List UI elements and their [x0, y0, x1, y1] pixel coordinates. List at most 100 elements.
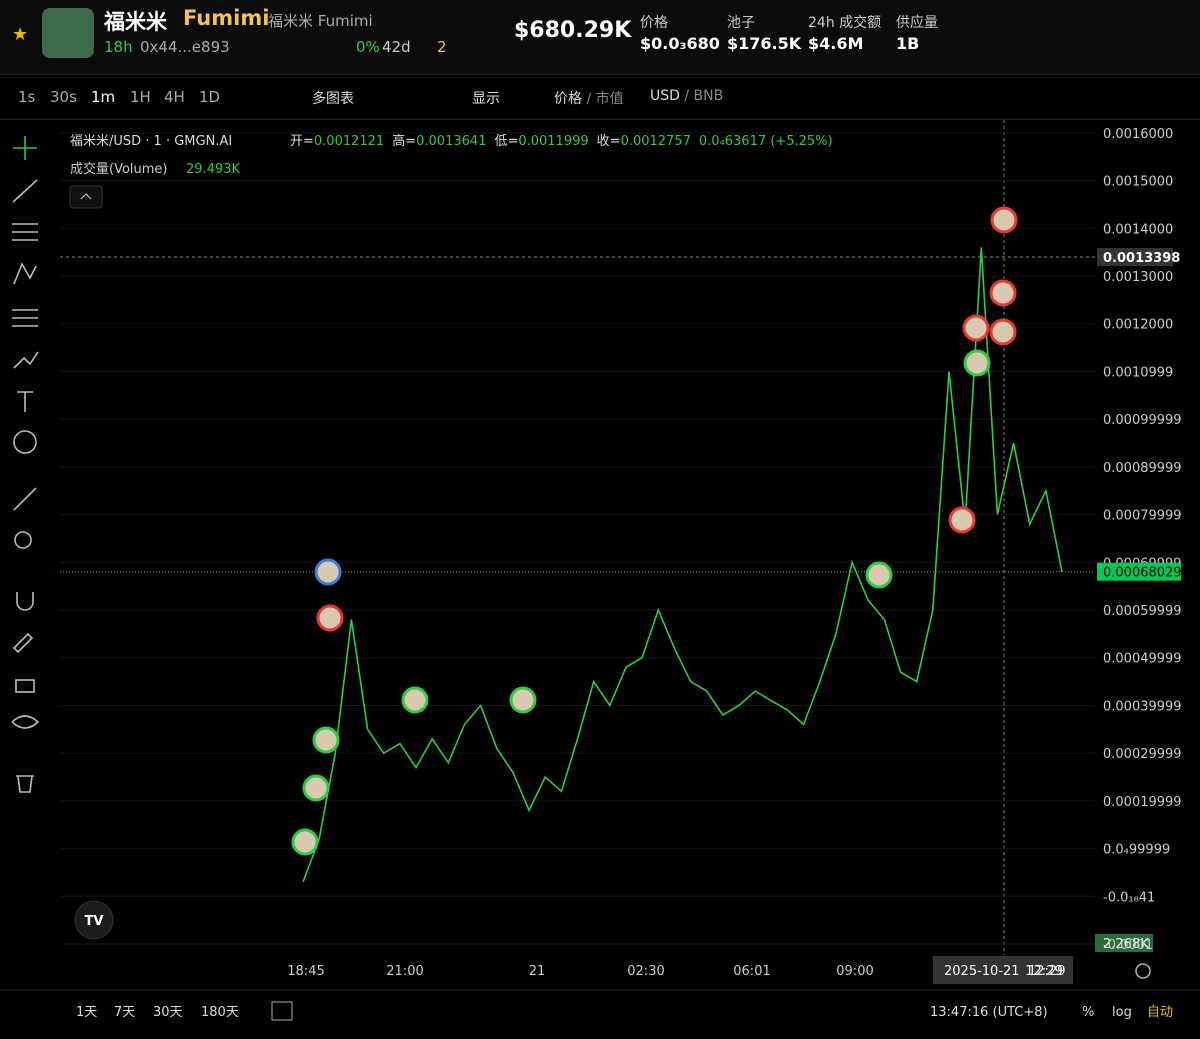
y-tick-label: 0.0₄99999 [1103, 843, 1170, 858]
stat-label: 24h 成交额 [808, 15, 882, 31]
stat-value: $176.5K [727, 34, 802, 53]
y-tick-label: -0.0001 [1103, 938, 1153, 953]
stat-label: 池子 [727, 15, 755, 31]
trade-marker [962, 314, 990, 342]
stat-value: $4.6M [808, 34, 864, 53]
quote: USD [650, 88, 680, 104]
y-tick-label: 0.0012000 [1103, 318, 1173, 333]
ohlc-value: 0.0013641 [416, 134, 486, 149]
trade-marker [302, 774, 330, 802]
token-avatar [42, 8, 94, 58]
y-tick-label: 0.00029999 [1103, 747, 1182, 762]
symbol: 福米米/USD · 1 · GMGN.AI [70, 134, 232, 149]
change: 0.0₄63617 (+5.25%) [699, 134, 833, 149]
x-tick-label: 12:29 [1025, 964, 1062, 979]
drawing-tools[interactable] [11, 136, 40, 793]
trade-marker [316, 604, 344, 632]
ohlc-value: 0.0012121 [314, 134, 384, 149]
ohlc-label: 收= [597, 134, 621, 149]
ohlc-label: 开= [290, 134, 314, 149]
interval[interactable]: 1m [91, 88, 116, 106]
volume-tag: 2.268K [1103, 937, 1149, 952]
y-tick-label: 0.0015000 [1103, 175, 1173, 190]
y-tick-label: 0.00049999 [1103, 652, 1182, 667]
interval[interactable]: 4H [164, 88, 185, 106]
display[interactable]: 显示 [472, 91, 500, 107]
days: 42d [382, 38, 411, 56]
ohlc-value: 0.0012757 [621, 134, 691, 149]
trade-marker [989, 279, 1017, 307]
y-tick-label: 0.00089999 [1103, 461, 1182, 476]
multi-chart[interactable]: 多图表 [312, 91, 354, 107]
range[interactable]: 180天 [201, 1005, 239, 1020]
auto[interactable]: 自动 [1147, 1005, 1173, 1020]
ohlc-label: 低= [494, 134, 518, 149]
date-box [933, 956, 1073, 984]
x-tick-label: 06:01 [733, 964, 770, 979]
trade-marker [312, 726, 340, 754]
pct[interactable]: % [1082, 1005, 1094, 1020]
y-tick-label: 0.00059999 [1103, 604, 1182, 619]
stat-value: $0.0₃680 [640, 34, 720, 53]
mcap: 市值 [595, 91, 624, 107]
interval[interactable]: 30s [50, 88, 77, 106]
x-tick-label: 21 [529, 964, 546, 979]
calendar[interactable] [271, 1001, 293, 1021]
holders-pct: 0% [356, 38, 380, 56]
stat-value: 1B [896, 34, 920, 53]
age: 18h [104, 38, 133, 56]
ohlc-value: 0.0011999 [518, 134, 588, 149]
base: BNB [693, 88, 724, 104]
crosshair-label: 0.0013398 [1103, 251, 1180, 266]
trade-marker [291, 828, 319, 856]
range[interactable]: 7天 [114, 1005, 135, 1020]
trade-marker [314, 558, 342, 586]
y-tick-label: 0.00039999 [1103, 699, 1182, 714]
trade-marker [989, 318, 1017, 346]
stat-label: 价格 [640, 15, 668, 31]
price-mcap[interactable]: 价格 / 市值 [554, 91, 624, 107]
clock: 13:47:16 (UTC+8) [930, 1005, 1048, 1020]
interval[interactable]: 1s [18, 88, 36, 106]
y-tick-label: -0.0₁₈41 [1103, 890, 1155, 905]
y-tick-label: 0.00099999 [1103, 413, 1182, 428]
ohlc: 开=0.0012121 高=0.0013641 低=0.0011999 收=0.001… [290, 133, 833, 149]
star[interactable]: ★ [12, 24, 29, 45]
price-line [302, 247, 1063, 883]
volume-tag-box [1095, 934, 1153, 952]
x-tick-label: 02:30 [627, 964, 664, 979]
tv-logo-text: TV [85, 914, 104, 929]
last-price-label: 0.00068029 [1103, 566, 1182, 581]
trade-marker [963, 349, 991, 377]
log[interactable]: log [1112, 1005, 1132, 1020]
collapse-btn[interactable] [69, 185, 103, 209]
address[interactable]: 0x44...e893 [140, 38, 230, 56]
trade-marker [948, 506, 976, 534]
crosshair-box [1097, 248, 1173, 267]
price: 价格 [554, 91, 582, 107]
range[interactable]: 1天 [76, 1005, 97, 1020]
volume-value: 29.493K [186, 162, 240, 177]
x-tick-label: 09:00 [836, 964, 873, 979]
ohlc-label: 高= [392, 133, 416, 149]
interval[interactable]: 1D [199, 88, 221, 106]
interval[interactable]: 1H [130, 88, 151, 106]
settings[interactable] [1135, 963, 1151, 979]
full-name: 福米米 Fumimi [268, 12, 373, 30]
plot [60, 132, 1095, 945]
trade-marker [990, 206, 1018, 234]
header: ★ 福米米 Fumimi 福米米 Fumimi 18h 0x44...e893 … [0, 0, 1200, 75]
trade-marker [865, 561, 893, 589]
name-en: Fumimi [183, 6, 270, 30]
collapse-icon [80, 193, 92, 200]
volume-label: 成交量(Volume) [70, 161, 168, 177]
y-tick-label: 0.0014000 [1103, 222, 1173, 237]
trade-marker [509, 686, 537, 714]
currency[interactable]: USD / BNB [650, 88, 724, 104]
time-label: 12:29 [1028, 964, 1065, 979]
trade-marker [401, 686, 429, 714]
range[interactable]: 30天 [153, 1005, 183, 1020]
y-tick-label: 0.0016000 [1103, 127, 1173, 142]
